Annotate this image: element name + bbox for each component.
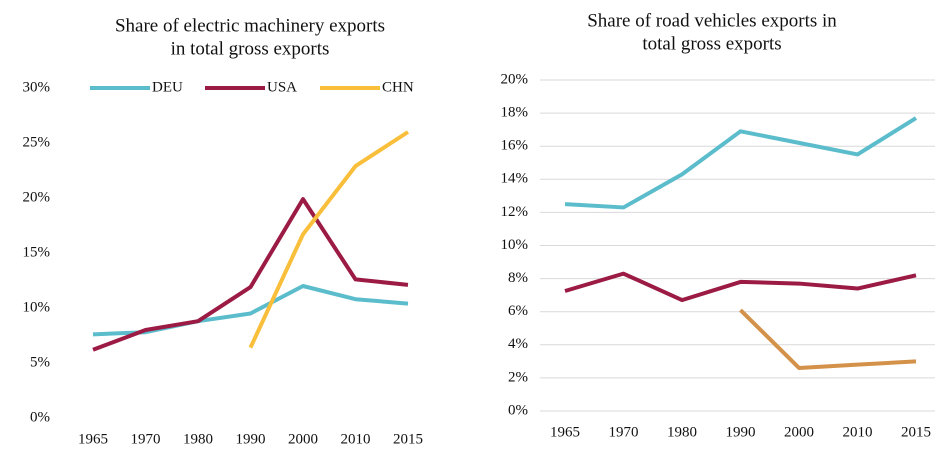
y-tick-label: 0%: [30, 409, 50, 425]
x-tick-label: 2010: [341, 431, 371, 447]
series-line: [564, 271, 917, 303]
legend-label: USA: [267, 79, 297, 95]
series-line: [564, 116, 918, 210]
y-tick-label: 12%: [501, 204, 529, 220]
chart-title: in total gross exports: [171, 38, 330, 59]
legend-label: CHN: [382, 79, 414, 95]
series-line: [92, 197, 409, 352]
y-tick-label: 15%: [23, 244, 51, 260]
x-tick-label: 2000: [784, 424, 814, 440]
chart-title: Share of road vehicles exports in: [587, 10, 837, 31]
y-tick-label: 5%: [30, 354, 50, 370]
y-tick-label: 0%: [508, 402, 528, 418]
x-tick-label: 1970: [609, 424, 639, 440]
series-line: [739, 308, 917, 370]
y-tick-label: 20%: [23, 189, 51, 205]
y-tick-label: 30%: [23, 79, 51, 95]
y-tick-label: 2%: [508, 369, 528, 385]
y-tick-label: 20%: [501, 71, 529, 87]
legend-label: DEU: [152, 79, 183, 95]
x-tick-label: 1970: [131, 431, 161, 447]
x-tick-label: 1965: [550, 424, 580, 440]
series-line: [248, 130, 410, 349]
x-tick-label: 2015: [901, 424, 931, 440]
x-tick-label: 1980: [667, 424, 697, 440]
chart-title: total gross exports: [642, 33, 781, 54]
y-tick-label: 6%: [508, 303, 528, 319]
y-tick-label: 8%: [508, 270, 528, 286]
series-line: [92, 284, 409, 337]
x-tick-label: 1990: [726, 424, 756, 440]
x-tick-label: 1980: [183, 431, 213, 447]
x-tick-label: 1990: [236, 431, 266, 447]
x-tick-label: 2000: [288, 431, 318, 447]
x-tick-label: 1965: [78, 431, 108, 447]
y-tick-label: 4%: [508, 336, 528, 352]
y-tick-label: 14%: [501, 171, 529, 187]
y-tick-label: 10%: [501, 237, 529, 253]
y-tick-label: 10%: [23, 299, 51, 315]
y-tick-label: 18%: [501, 105, 529, 121]
y-tick-label: 25%: [23, 134, 51, 150]
y-tick-label: 16%: [501, 138, 529, 154]
x-tick-label: 2015: [393, 431, 423, 447]
chart-title: Share of electric machinery exports: [115, 15, 385, 36]
x-tick-label: 2010: [843, 424, 873, 440]
